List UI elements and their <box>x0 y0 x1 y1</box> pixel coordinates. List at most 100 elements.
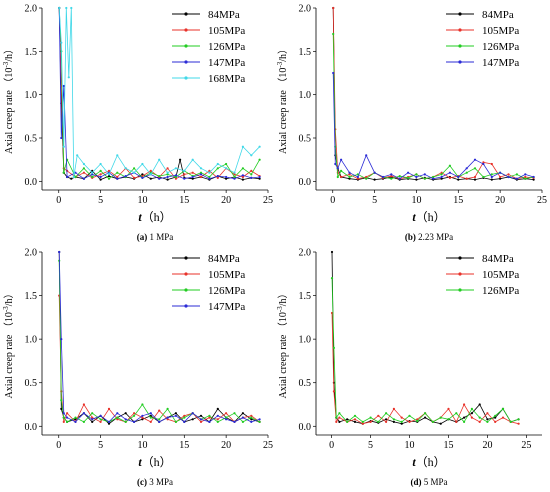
data-point <box>332 346 335 349</box>
data-point <box>60 338 63 341</box>
data-point <box>440 175 443 179</box>
data-point <box>515 177 519 180</box>
data-point <box>133 420 136 423</box>
data-point <box>82 403 85 406</box>
data-point <box>166 173 169 176</box>
y-tick-label: 0.0 <box>25 422 38 433</box>
data-point <box>365 175 368 179</box>
data-point <box>208 420 211 423</box>
x-axis-label: t（h） <box>412 210 445 224</box>
data-point <box>233 412 236 415</box>
x-tick-label: 25 <box>263 195 273 206</box>
y-tick-label: 1.0 <box>299 335 312 346</box>
data-point <box>233 171 236 174</box>
data-point <box>60 407 63 410</box>
legend-marker <box>458 28 462 32</box>
data-point <box>365 177 368 180</box>
data-point <box>216 407 219 410</box>
data-point <box>463 420 466 423</box>
data-point <box>116 177 119 180</box>
data-point <box>332 6 335 10</box>
data-point <box>473 158 477 161</box>
data-point <box>225 175 228 179</box>
legend-label: 84MPa <box>482 9 514 21</box>
data-point <box>183 177 186 180</box>
data-point <box>250 416 253 419</box>
panel-caption: (d) 5 MPa <box>410 477 447 487</box>
data-point <box>439 416 442 419</box>
data-point <box>463 403 466 406</box>
data-point <box>233 173 236 176</box>
data-point <box>465 167 468 170</box>
data-point <box>82 420 85 423</box>
data-point <box>199 171 203 174</box>
data-point <box>400 416 403 419</box>
series-line-105MPa <box>58 295 260 423</box>
data-point <box>340 175 343 179</box>
data-point <box>507 175 510 179</box>
data-point <box>216 414 219 417</box>
data-point <box>141 414 144 417</box>
data-point <box>174 167 177 170</box>
data-point <box>241 145 244 148</box>
data-point <box>431 420 434 423</box>
data-point <box>241 412 244 415</box>
data-point <box>60 41 63 44</box>
data-point <box>116 171 119 174</box>
x-tick-label: 10 <box>137 195 147 206</box>
data-point <box>191 158 194 161</box>
legend-marker <box>458 256 462 260</box>
data-point <box>335 416 338 419</box>
data-point <box>424 412 427 415</box>
legend-label: 147MPa <box>482 57 519 69</box>
data-point <box>501 416 505 419</box>
legend-label: 126MPa <box>208 285 245 297</box>
data-point <box>107 175 111 178</box>
panel-d: 0.0 0.5 1.0 1.5 2.0 0 5 10 15 20 25 Axial creep rat… <box>276 248 542 487</box>
data-point <box>141 418 144 421</box>
x-tick-label: 5 <box>98 440 103 451</box>
data-point <box>158 409 161 412</box>
legend-marker <box>458 288 462 292</box>
data-point <box>149 412 152 415</box>
data-point <box>353 420 357 423</box>
data-point <box>91 175 94 179</box>
data-point <box>373 171 376 174</box>
data-point <box>332 32 335 36</box>
data-point <box>199 418 203 421</box>
data-point <box>432 175 435 179</box>
y-tick-label: 0.5 <box>25 134 38 145</box>
data-point <box>494 416 497 419</box>
series-line-105MPa <box>331 312 519 425</box>
data-point <box>407 171 410 174</box>
y-tick-label: 2.0 <box>25 248 38 259</box>
data-point <box>338 420 341 423</box>
x-tick-label: 20 <box>495 195 505 206</box>
data-point <box>133 171 136 174</box>
legend-marker <box>184 304 188 308</box>
data-point <box>335 420 338 423</box>
y-tick-label: 0.5 <box>299 134 312 145</box>
data-point <box>174 420 177 423</box>
data-point <box>346 420 349 423</box>
data-point <box>74 420 77 423</box>
data-point <box>99 420 102 423</box>
data-point <box>385 420 388 423</box>
data-point <box>392 420 395 423</box>
legend-marker <box>184 76 188 80</box>
data-point <box>82 171 85 174</box>
data-point <box>499 171 502 174</box>
data-point <box>149 169 152 172</box>
x-axis-label: t（h） <box>412 455 445 469</box>
y-axis-label: Axial creep rate （10-3/h） <box>2 289 15 399</box>
data-point <box>515 173 519 176</box>
x-tick-label: 25 <box>263 440 273 451</box>
data-point <box>191 412 194 415</box>
legend-label: 105MPa <box>208 25 245 37</box>
data-point <box>66 175 69 179</box>
data-point <box>116 416 119 419</box>
data-point <box>225 418 228 421</box>
data-point <box>490 178 493 181</box>
data-point <box>183 414 186 417</box>
data-point <box>99 175 102 179</box>
